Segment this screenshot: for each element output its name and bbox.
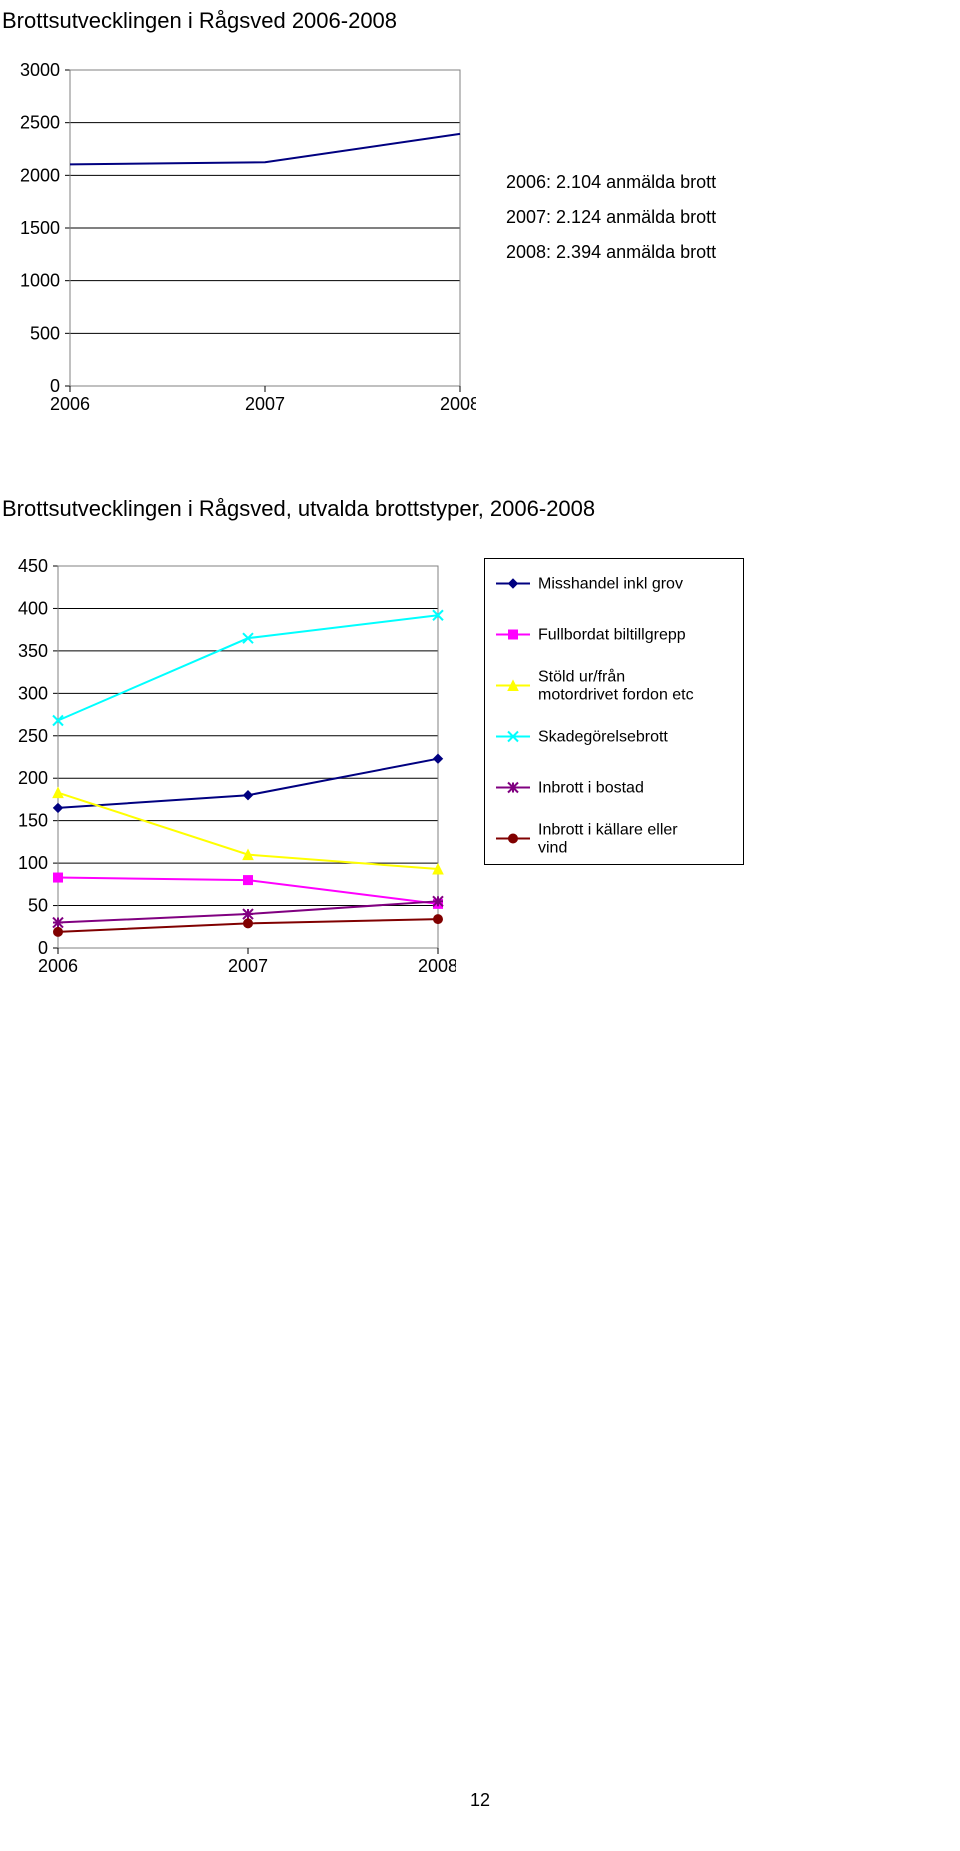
svg-text:2006: 2006 [38, 956, 78, 976]
chart1: 0 500 1000 1500 2000 2500 3000 2006 2007 2008 [6, 62, 476, 456]
svg-text:0: 0 [50, 376, 60, 396]
svg-text:3000: 3000 [20, 62, 60, 80]
svg-text:2007: 2007 [245, 394, 285, 414]
svg-text:1000: 1000 [20, 271, 60, 291]
svg-text:Fullbordat biltillgrepp: Fullbordat biltillgrepp [538, 627, 686, 644]
chart1-note-0: 2006: 2.104 anmälda brott [506, 168, 716, 197]
svg-text:2500: 2500 [20, 113, 60, 133]
svg-text:motordrivet fordon etc: motordrivet fordon etc [538, 687, 694, 704]
chart2-title: Brottsutvecklingen i Rågsved, utvalda br… [2, 496, 960, 522]
svg-text:Skadegörelsebrott: Skadegörelsebrott [538, 729, 668, 746]
svg-text:200: 200 [18, 768, 48, 788]
svg-text:2008: 2008 [440, 394, 476, 414]
svg-text:150: 150 [18, 811, 48, 831]
svg-text:100: 100 [18, 853, 48, 873]
chart1-title: Brottsutvecklingen i Rågsved 2006-2008 [2, 8, 960, 34]
svg-text:2000: 2000 [20, 165, 60, 185]
svg-text:vind: vind [538, 840, 567, 857]
chart1-note-2: 2008: 2.394 anmälda brott [506, 238, 716, 267]
svg-text:2007: 2007 [228, 956, 268, 976]
svg-text:2008: 2008 [418, 956, 456, 976]
svg-text:0: 0 [38, 938, 48, 958]
svg-text:1500: 1500 [20, 218, 60, 238]
chart1-note-1: 2007: 2.124 anmälda brott [506, 203, 716, 232]
chart2-legend: Misshandel inkl grov Fullbordat biltillgr… [484, 558, 744, 872]
svg-text:350: 350 [18, 641, 48, 661]
svg-text:250: 250 [18, 726, 48, 746]
chart2: 0 50 100 150 200 250 300 350 400 450 2006 2007 2008 [6, 558, 456, 1012]
svg-text:450: 450 [18, 558, 48, 576]
chart1-side-notes: 2006: 2.104 anmälda brott 2007: 2.124 an… [506, 162, 716, 272]
svg-text:400: 400 [18, 598, 48, 618]
svg-text:Stöld ur/från: Stöld ur/från [538, 668, 625, 686]
svg-text:300: 300 [18, 683, 48, 703]
svg-text:Inbrott i bostad: Inbrott i bostad [538, 780, 644, 797]
svg-text:Inbrott i källare eller: Inbrott i källare eller [538, 822, 678, 839]
svg-text:500: 500 [30, 323, 60, 343]
svg-text:50: 50 [28, 896, 48, 916]
page-number: 12 [0, 1790, 960, 1811]
svg-text:2006: 2006 [50, 394, 90, 414]
svg-text:Misshandel inkl grov: Misshandel inkl grov [538, 576, 683, 593]
